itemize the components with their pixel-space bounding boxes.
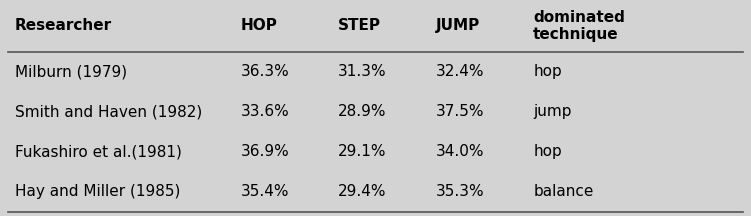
Text: 29.4%: 29.4%: [338, 184, 387, 199]
Text: hop: hop: [533, 144, 562, 159]
Text: Hay and Miller (1985): Hay and Miller (1985): [15, 184, 180, 199]
Text: 31.3%: 31.3%: [338, 64, 387, 79]
Text: 34.0%: 34.0%: [436, 144, 484, 159]
Text: 33.6%: 33.6%: [240, 104, 289, 119]
Text: 35.4%: 35.4%: [240, 184, 289, 199]
Text: Researcher: Researcher: [15, 18, 112, 33]
Text: Smith and Haven (1982): Smith and Haven (1982): [15, 104, 202, 119]
Text: 29.1%: 29.1%: [338, 144, 387, 159]
Text: jump: jump: [533, 104, 572, 119]
Text: STEP: STEP: [338, 18, 381, 33]
Text: JUMP: JUMP: [436, 18, 480, 33]
Text: 36.9%: 36.9%: [240, 144, 289, 159]
Text: Milburn (1979): Milburn (1979): [15, 64, 127, 79]
Text: 36.3%: 36.3%: [240, 64, 289, 79]
Text: dominated
technique: dominated technique: [533, 10, 625, 42]
Text: Fukashiro et al.(1981): Fukashiro et al.(1981): [15, 144, 182, 159]
Text: balance: balance: [533, 184, 593, 199]
Text: 32.4%: 32.4%: [436, 64, 484, 79]
Text: HOP: HOP: [240, 18, 277, 33]
Text: hop: hop: [533, 64, 562, 79]
Text: 37.5%: 37.5%: [436, 104, 484, 119]
Text: 28.9%: 28.9%: [338, 104, 387, 119]
Text: 35.3%: 35.3%: [436, 184, 484, 199]
